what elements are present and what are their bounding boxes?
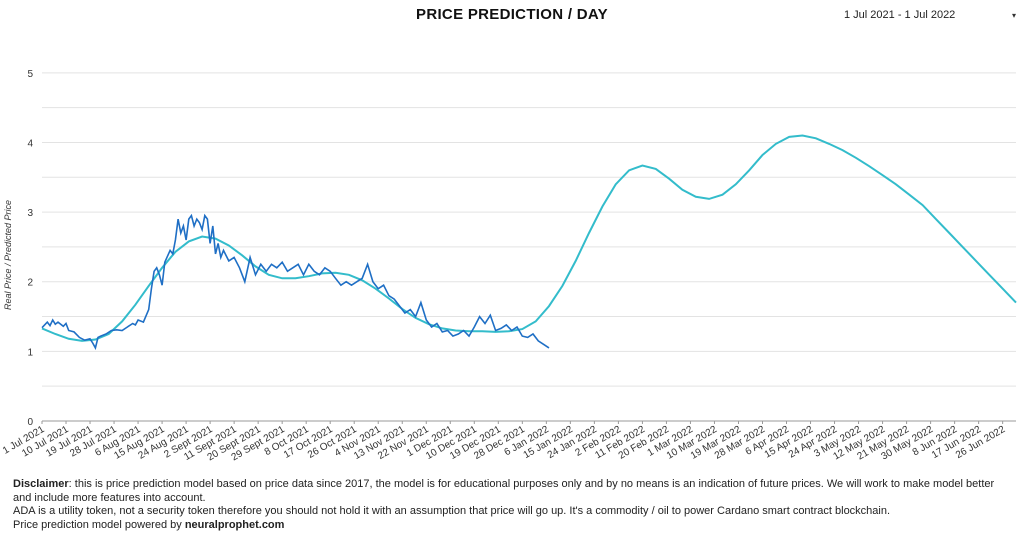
powered-by: Price prediction model powered by neural… bbox=[13, 518, 285, 531]
y-tick-label: 3 bbox=[27, 208, 33, 219]
y-tick-label: 4 bbox=[27, 138, 33, 149]
y-tick-label: 1 bbox=[27, 347, 33, 358]
y-axis-label: Real Price / Predicted Price bbox=[3, 199, 13, 310]
real-price-line bbox=[41, 213, 550, 351]
y-axis-ticks: 0 1 2 3 4 5 bbox=[27, 69, 33, 428]
chevron-down-icon[interactable]: ▾ bbox=[1012, 11, 1017, 20]
y-tick-label: 5 bbox=[27, 69, 33, 80]
predicted-price-line bbox=[41, 134, 1017, 342]
chart-grid bbox=[42, 72, 1016, 422]
footer-notes: Disclaimer: this is price prediction mod… bbox=[13, 478, 1013, 532]
y-tick-label: 2 bbox=[27, 278, 33, 289]
neuralprophet-link[interactable]: neuralprophet.com bbox=[184, 518, 285, 531]
ada-note: ADA is a utility token, not a security t… bbox=[13, 505, 891, 517]
disclaimer-text: Disclaimer: this is price prediction mod… bbox=[13, 478, 995, 504]
y-tick-label: 0 bbox=[27, 417, 33, 428]
page-title: PRICE PREDICTION / DAY bbox=[416, 6, 608, 23]
date-range-selector[interactable]: 1 Jul 2021 - 1 Jul 2022 bbox=[844, 9, 956, 21]
disclaimer-label: Disclaimer bbox=[13, 478, 69, 490]
